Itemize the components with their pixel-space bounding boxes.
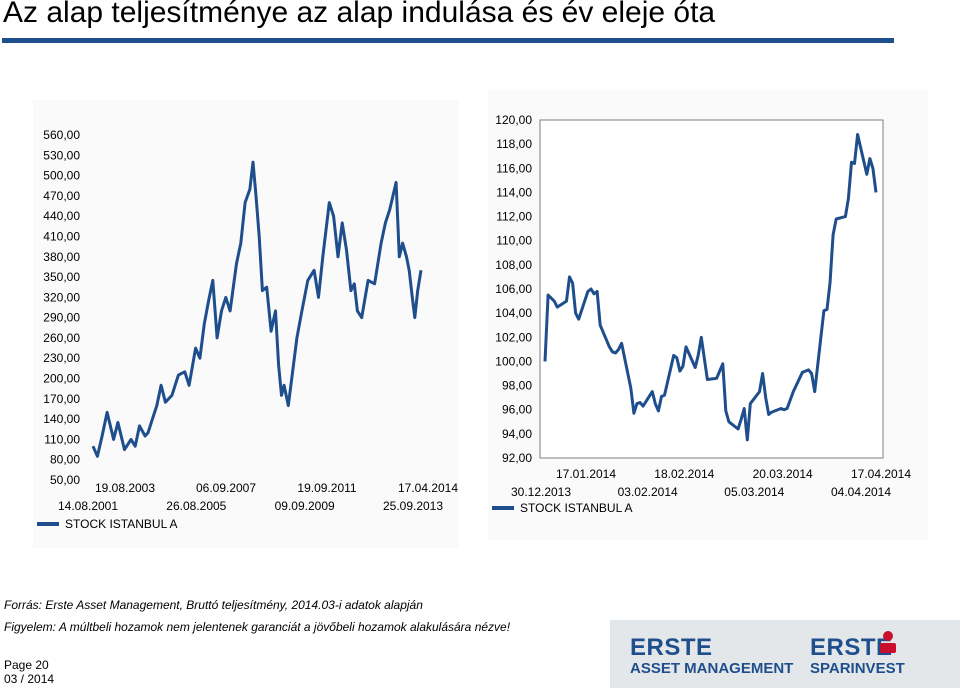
x-tick-label-lower: 14.08.2001	[58, 499, 118, 513]
y-tick-label: 260,00	[43, 331, 80, 345]
x-tick-label-upper: 06.09.2007	[196, 481, 256, 495]
chart-since-launch: 560,00 530,00 500,00 470,00 440,00 410,00 380,…	[33, 100, 458, 548]
x-tick-label-lower: 09.09.2009	[275, 499, 335, 513]
y-tick-label: 106,00	[495, 282, 532, 296]
erste-sparinvest-logo-bottom: SPARINVEST	[810, 660, 905, 677]
y-tick-label: 500,00	[43, 169, 80, 183]
y-tick-label: 200,00	[43, 372, 80, 386]
y-tick-label: 116,00	[496, 161, 532, 175]
y-tick-label: 170,00	[43, 392, 80, 406]
y-tick-label: 140,00	[43, 412, 80, 426]
series-line	[543, 133, 878, 442]
y-tick-label: 104,00	[495, 306, 532, 320]
legend-label: STOCK ISTANBUL A	[65, 517, 177, 531]
y-tick-label: 92,00	[502, 451, 532, 465]
y-tick-label: 380,00	[43, 250, 80, 264]
brand-logos: ERSTE ASSET MANAGEMENT ERSTE SPARINVEST	[610, 620, 960, 688]
y-tick-label: 440,00	[43, 209, 80, 223]
x-tick-label-lower: 03.02.2014	[618, 485, 678, 499]
y-tick-label: 80,00	[50, 453, 80, 467]
y-tick-label: 290,00	[43, 311, 80, 325]
plot-frame	[539, 119, 884, 459]
page-date: 03 / 2014	[4, 672, 55, 686]
chart-year-to-date: 120,00 118,00 116,00 114,00 112,00 110,00 108,…	[488, 90, 928, 540]
y-tick-label: 108,00	[495, 258, 532, 272]
source-footnote: Forrás: Erste Asset Management, Bruttó t…	[4, 598, 423, 612]
x-tick-label-upper: 17.04.2014	[851, 467, 911, 481]
chart-year-to-date-svg: 120,00 118,00 116,00 114,00 112,00 110,00 108,…	[492, 113, 911, 515]
erste-symbol-icon	[880, 631, 896, 653]
x-tick-label-lower: 25.09.2013	[383, 499, 443, 513]
y-tick-label: 94,00	[502, 427, 532, 441]
y-tick-label: 120,00	[495, 113, 532, 127]
x-tick-label-lower: 26.08.2005	[166, 499, 226, 513]
y-tick-label: 118,00	[496, 137, 532, 151]
y-tick-label: 470,00	[43, 189, 80, 203]
x-tick-label-upper: 19.08.2003	[95, 481, 155, 495]
series-line	[91, 160, 423, 458]
erste-am-logo-top: ERSTE	[630, 634, 713, 661]
y-tick-label: 110,00	[44, 432, 80, 446]
y-tick-label: 102,00	[495, 330, 532, 344]
chart-since-launch-svg: 560,00 530,00 500,00 470,00 440,00 410,00 380,…	[37, 128, 458, 531]
erste-am-logo-bottom: ASSET MANAGEMENT	[630, 660, 794, 677]
x-tick-label-lower: 04.04.2014	[831, 485, 891, 499]
y-tick-label: 96,00	[502, 403, 532, 417]
disclaimer-footnote: Figyelem: A múltbeli hozamok nem jelente…	[4, 620, 511, 634]
x-tick-label-upper: 19.09.2011	[297, 481, 356, 495]
y-tick-label: 100,00	[495, 354, 532, 368]
page-info: Page 20 03 / 2014	[4, 658, 54, 686]
x-tick-label-upper: 17.04.2014	[398, 481, 458, 495]
y-tick-label: 110,00	[496, 234, 532, 248]
x-tick-label-lower: 05.03.2014	[724, 485, 784, 499]
y-tick-label: 560,00	[43, 128, 80, 142]
y-tick-label: 230,00	[43, 351, 80, 365]
page-title: Az alap teljesítménye az alap indulása é…	[3, 0, 716, 29]
legend-label: STOCK ISTANBUL A	[520, 501, 632, 515]
x-tick-label-upper: 18.02.2014	[654, 467, 714, 481]
y-tick-label: 350,00	[43, 270, 80, 284]
y-tick-label: 98,00	[502, 379, 532, 393]
y-tick-label: 112,00	[496, 210, 532, 224]
x-tick-label-upper: 20.03.2014	[753, 467, 813, 481]
y-tick-label: 320,00	[43, 290, 80, 304]
title-rule	[2, 38, 894, 43]
page-number: Page 20	[4, 658, 49, 672]
x-tick-label-upper: 17.01.2014	[556, 467, 616, 481]
erste-sparinvest-logo-top: ERSTE	[810, 634, 893, 661]
y-tick-label: 50,00	[50, 473, 80, 487]
y-tick-label: 114,00	[496, 185, 532, 199]
x-tick-label-lower: 30.12.2013	[511, 485, 571, 499]
y-tick-label: 410,00	[43, 229, 80, 243]
y-tick-label: 530,00	[43, 148, 80, 162]
